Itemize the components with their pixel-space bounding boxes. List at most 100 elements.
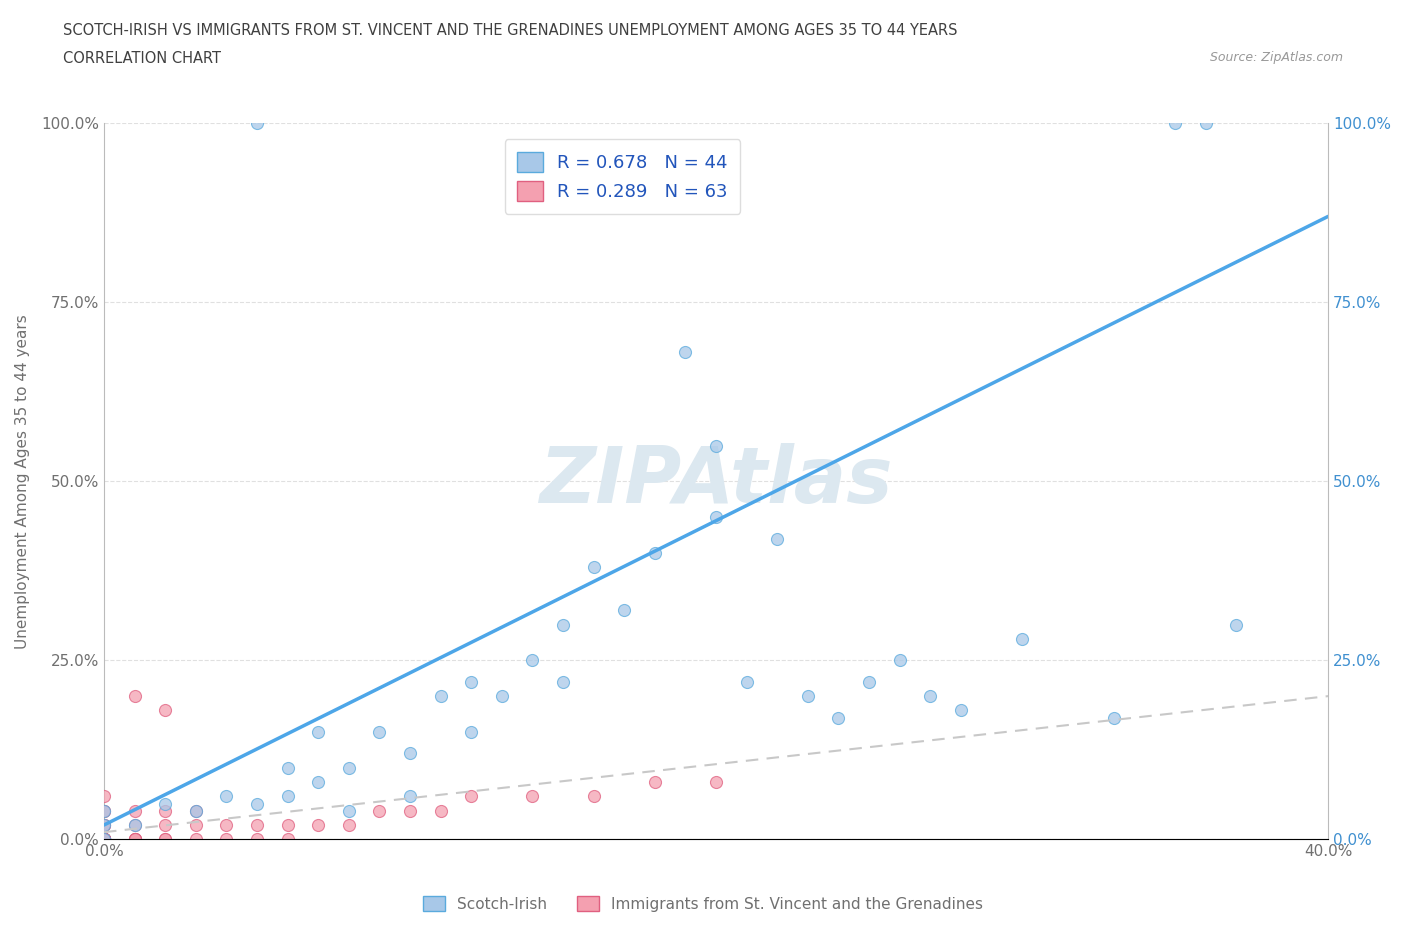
Point [93,832,115,847]
Point [277,761,299,776]
Point [153,703,176,718]
Point [184,832,207,847]
Point [93,832,115,847]
Point [920,689,942,704]
Point [124,689,146,704]
Point [429,804,451,818]
Point [277,817,299,832]
Point [368,724,391,739]
Point [124,817,146,832]
Point [797,689,820,704]
Point [246,817,269,832]
Text: SCOTCH-IRISH VS IMMIGRANTS FROM ST. VINCENT AND THE GRENADINES UNEMPLOYMENT AMON: SCOTCH-IRISH VS IMMIGRANTS FROM ST. VINC… [63,23,957,38]
Point [522,789,544,804]
Point [889,653,911,668]
Point [93,817,115,832]
Point [491,689,513,704]
Point [93,832,115,847]
Point [766,531,789,546]
Point [704,510,727,525]
Point [460,724,482,739]
Point [582,560,605,575]
Point [215,789,238,804]
Point [460,789,482,804]
Point [93,817,115,832]
Point [93,832,115,847]
Point [949,703,972,718]
Point [644,546,666,561]
Point [246,796,269,811]
Point [93,832,115,847]
Point [93,832,115,847]
Point [93,832,115,847]
Point [93,789,115,804]
Point [1195,116,1218,131]
Point [124,817,146,832]
Point [307,817,329,832]
Point [93,804,115,818]
Point [93,817,115,832]
Point [93,832,115,847]
Point [93,832,115,847]
Point [215,817,238,832]
Point [124,832,146,847]
Point [93,832,115,847]
Y-axis label: Unemployment Among Ages 35 to 44 years: Unemployment Among Ages 35 to 44 years [15,314,30,649]
Point [307,775,329,790]
Point [124,832,146,847]
Point [644,775,666,790]
Point [93,832,115,847]
Point [93,832,115,847]
Point [1225,618,1247,632]
Text: CORRELATION CHART: CORRELATION CHART [63,51,221,66]
Point [93,804,115,818]
Point [93,832,115,847]
Point [522,653,544,668]
Point [153,832,176,847]
Point [153,832,176,847]
Point [246,832,269,847]
Point [93,832,115,847]
Point [93,832,115,847]
Text: Source: ZipAtlas.com: Source: ZipAtlas.com [1209,51,1343,64]
Point [93,832,115,847]
Point [93,832,115,847]
Point [613,603,636,618]
Point [1164,116,1187,131]
Point [153,804,176,818]
Legend: R = 0.678   N = 44, R = 0.289   N = 63: R = 0.678 N = 44, R = 0.289 N = 63 [505,140,740,214]
Point [1011,631,1033,646]
Point [1102,711,1125,725]
Point [93,832,115,847]
Point [858,674,880,689]
Point [399,746,422,761]
Point [93,832,115,847]
Point [124,832,146,847]
Point [277,832,299,847]
Point [337,804,360,818]
Point [93,832,115,847]
Point [153,796,176,811]
Point [93,817,115,832]
Point [399,789,422,804]
Legend: Scotch-Irish, Immigrants from St. Vincent and the Grenadines: Scotch-Irish, Immigrants from St. Vincen… [418,890,988,918]
Point [93,832,115,847]
Point [153,817,176,832]
Point [184,804,207,818]
Point [735,674,758,689]
Point [460,674,482,689]
Point [246,116,269,131]
Point [704,438,727,453]
Point [124,832,146,847]
Point [124,804,146,818]
Point [551,674,574,689]
Point [93,832,115,847]
Point [429,689,451,704]
Point [93,832,115,847]
Point [675,345,697,360]
Point [827,711,849,725]
Point [93,832,115,847]
Point [93,832,115,847]
Point [215,832,238,847]
Point [337,817,360,832]
